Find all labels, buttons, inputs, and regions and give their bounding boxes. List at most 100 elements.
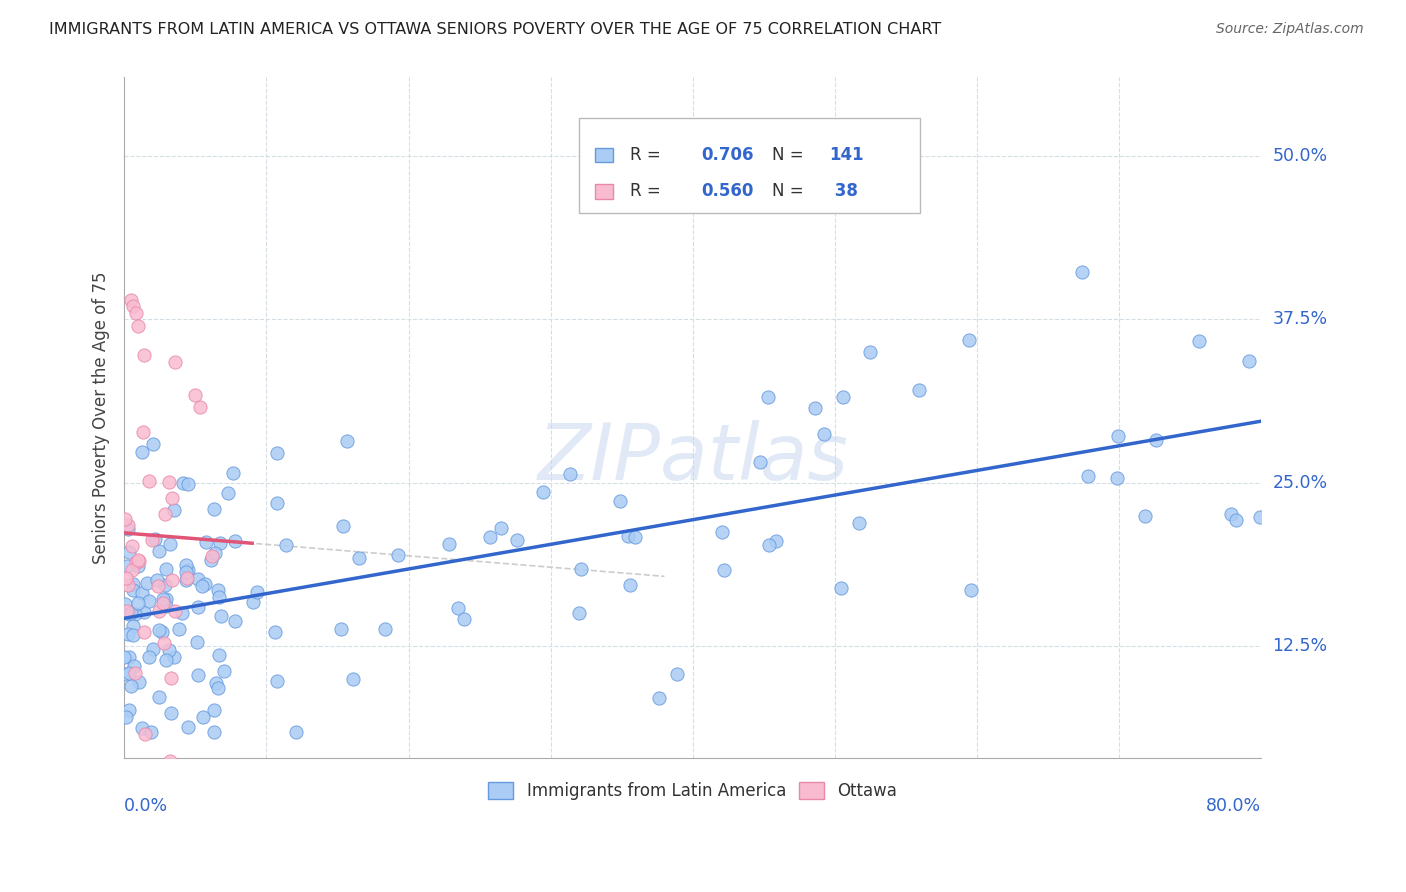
Point [155, 653, 177, 667]
Point [148, 624, 170, 638]
Point [114, 709, 136, 723]
Point [118, 665, 141, 680]
Point [274, 538, 297, 552]
Text: 0.706: 0.706 [700, 146, 754, 164]
Point [202, 724, 225, 739]
Point [187, 599, 209, 614]
FancyBboxPatch shape [595, 184, 613, 199]
Point [120, 293, 142, 307]
Text: 38: 38 [830, 182, 858, 200]
Point [813, 427, 835, 442]
Point [648, 690, 671, 705]
Point [121, 576, 143, 591]
Point [1133, 509, 1156, 524]
Point [127, 318, 149, 333]
Point [125, 764, 148, 778]
Point [174, 566, 197, 580]
Point [152, 592, 174, 607]
Point [155, 562, 177, 576]
Point [121, 563, 143, 577]
Point [1107, 471, 1129, 485]
Point [1250, 510, 1272, 524]
Point [163, 355, 186, 369]
Point [1144, 433, 1167, 447]
Point [167, 622, 190, 636]
Point [152, 595, 174, 609]
Point [121, 539, 143, 553]
Point [200, 553, 222, 567]
Point [193, 710, 215, 724]
Point [118, 703, 141, 717]
Point [187, 667, 209, 681]
Point [159, 537, 181, 551]
Point [163, 650, 186, 665]
Point [114, 597, 136, 611]
Point [122, 618, 145, 632]
Point [617, 529, 640, 543]
Point [830, 581, 852, 595]
Point [623, 530, 645, 544]
Point [374, 622, 396, 636]
Point [138, 594, 160, 608]
Point [132, 625, 155, 640]
Text: N =: N = [772, 182, 810, 200]
Point [148, 604, 170, 618]
Point [959, 583, 981, 598]
Point [117, 522, 139, 536]
Point [153, 507, 176, 521]
Point [224, 533, 246, 548]
Point [118, 650, 141, 665]
Point [117, 577, 139, 591]
Point [242, 595, 264, 609]
Point [188, 400, 211, 414]
Point [1071, 265, 1094, 279]
Point [131, 445, 153, 459]
Text: 12.5%: 12.5% [1272, 638, 1327, 656]
Point [609, 494, 631, 508]
Point [959, 333, 981, 347]
Point [153, 577, 176, 591]
Point [506, 533, 529, 547]
Legend: Immigrants from Latin America, Ottawa: Immigrants from Latin America, Ottawa [482, 776, 904, 807]
Point [148, 579, 170, 593]
Point [177, 477, 200, 491]
Point [1220, 507, 1243, 521]
Point [124, 306, 146, 320]
Text: N =: N = [772, 146, 810, 164]
Text: 0.0%: 0.0% [124, 797, 169, 814]
Point [124, 665, 146, 680]
Point [115, 667, 138, 681]
Point [201, 549, 224, 563]
Point [711, 524, 734, 539]
Point [120, 607, 142, 621]
Point [332, 519, 354, 533]
Text: R =: R = [630, 182, 666, 200]
Point [208, 536, 231, 550]
Point [208, 590, 231, 604]
Point [264, 625, 287, 640]
Point [558, 467, 581, 481]
Point [758, 538, 780, 552]
Point [217, 486, 239, 500]
Point [329, 622, 352, 636]
Point [176, 571, 198, 585]
Point [127, 596, 149, 610]
Text: 37.5%: 37.5% [1272, 310, 1327, 328]
Point [138, 474, 160, 488]
Point [124, 607, 146, 621]
Point [713, 563, 735, 577]
Point [266, 673, 288, 688]
Text: 0.560: 0.560 [700, 182, 754, 200]
Point [453, 612, 475, 626]
Text: 50.0%: 50.0% [1272, 147, 1327, 165]
Text: IMMIGRANTS FROM LATIN AMERICA VS OTTAWA SENIORS POVERTY OVER THE AGE OF 75 CORRE: IMMIGRANTS FROM LATIN AMERICA VS OTTAWA … [49, 22, 942, 37]
Point [148, 543, 170, 558]
Point [159, 643, 181, 657]
Point [139, 724, 162, 739]
Point [212, 664, 235, 678]
Point [118, 607, 141, 621]
Point [531, 485, 554, 500]
Point [1237, 353, 1260, 368]
Point [205, 676, 228, 690]
FancyBboxPatch shape [595, 147, 613, 162]
